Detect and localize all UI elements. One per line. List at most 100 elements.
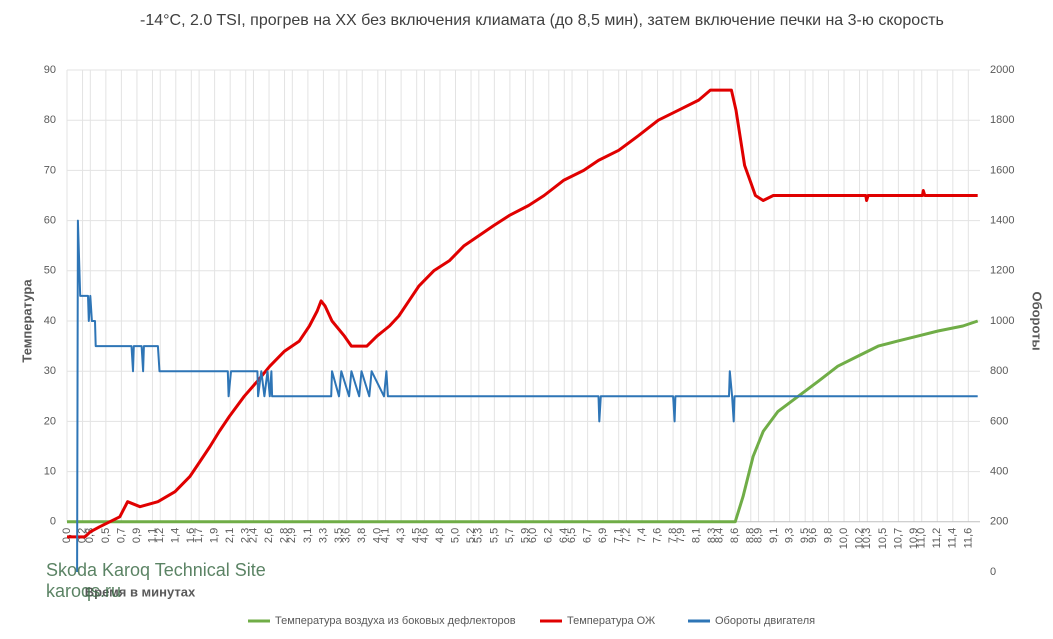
y-tick-label: 10 xyxy=(44,466,56,478)
x-tick-label: 1,7 xyxy=(193,528,205,543)
y-tick-label: 70 xyxy=(44,164,56,176)
x-tick-label: 8,4 xyxy=(714,528,726,543)
x-tick-label: 5,5 xyxy=(488,528,500,543)
x-tick-label: 8,9 xyxy=(752,528,764,543)
x-tick-label: 7,8 xyxy=(667,528,679,543)
x-tick-label: 9,5 xyxy=(799,528,811,543)
x-tick-label: 5,7 xyxy=(504,528,516,543)
y-tick-label: 40 xyxy=(44,315,56,327)
x-tick-label: 10,2 xyxy=(853,528,865,549)
chart-title: -14°C, 2.0 TSI, прогрев на ХХ без включе… xyxy=(140,12,944,29)
x-tick-label: 11,2 xyxy=(931,528,943,549)
x-tick-label: 4,6 xyxy=(418,528,430,543)
x-tick-label: 4,8 xyxy=(434,528,446,543)
x-tick-label: 6,5 xyxy=(566,528,578,543)
watermark: karoqs.ru xyxy=(46,581,121,601)
y-tick-label: 0 xyxy=(50,516,56,528)
y2-tick-label: 800 xyxy=(990,365,1008,377)
x-tick-label: 1,4 xyxy=(170,528,182,543)
x-tick-label: 2,3 xyxy=(240,528,252,543)
x-tick-label: 6,0 xyxy=(527,528,539,543)
x-tick-label: 9,3 xyxy=(784,528,796,543)
x-tick-label: 8,8 xyxy=(745,528,757,543)
x-tick-label: 2,4 xyxy=(247,528,259,543)
x-tick-label: 7,4 xyxy=(636,528,648,543)
y2-tick-label: 600 xyxy=(990,415,1008,427)
legend-label: Температура ОЖ xyxy=(567,615,655,627)
x-tick-label: 9,6 xyxy=(807,528,819,543)
x-tick-label: 0,5 xyxy=(100,528,112,543)
x-tick-label: 5,3 xyxy=(473,528,485,543)
x-tick-label: 2,8 xyxy=(278,528,290,543)
x-tick-label: 6,7 xyxy=(582,528,594,543)
x-tick-label: 6,9 xyxy=(597,528,609,543)
y2-tick-label: 1600 xyxy=(990,164,1014,176)
x-tick-label: 0,0 xyxy=(61,528,73,543)
series-line xyxy=(67,319,979,524)
x-tick-label: 7,2 xyxy=(620,528,632,543)
x-tick-label: 10,3 xyxy=(861,528,873,549)
x-tick-label: 11,4 xyxy=(947,528,959,549)
y2-tick-label: 400 xyxy=(990,466,1008,478)
series-line xyxy=(67,88,978,539)
x-tick-label: 5,2 xyxy=(465,528,477,543)
x-tick-label: 1,2 xyxy=(154,528,166,543)
y2-tick-label: 1400 xyxy=(990,215,1014,227)
y-tick-label: 80 xyxy=(44,114,56,126)
x-tick-label: 3,6 xyxy=(341,528,353,543)
x-tick-label: 7,9 xyxy=(675,528,687,543)
x-tick-label: 4,0 xyxy=(372,528,384,543)
x-tick-label: 2,9 xyxy=(286,528,298,543)
x-tick-label: 1,1 xyxy=(146,528,158,543)
y-tick-label: 50 xyxy=(44,265,56,277)
x-tick-label: 4,3 xyxy=(395,528,407,543)
y-axis-label: Температура xyxy=(19,279,34,363)
x-axis-label: Время в минутах xyxy=(85,584,196,599)
x-tick-label: 7,1 xyxy=(613,528,625,543)
y-tick-label: 60 xyxy=(44,215,56,227)
x-tick-label: 8,6 xyxy=(729,528,741,543)
x-tick-label: 7,6 xyxy=(651,528,663,543)
x-tick-label: 1,6 xyxy=(185,528,197,543)
x-tick-label: 3,1 xyxy=(302,528,314,543)
y-tick-label: 90 xyxy=(44,64,56,76)
x-tick-label: 0,9 xyxy=(131,528,143,543)
x-tick-label: 11,0 xyxy=(916,528,928,549)
watermark: Skoda Karoq Technical Site xyxy=(46,560,266,580)
x-tick-label: 5,0 xyxy=(449,528,461,543)
y2-tick-label: 1800 xyxy=(990,114,1014,126)
x-tick-label: 11,6 xyxy=(962,528,974,549)
y2-tick-label: 1000 xyxy=(990,315,1014,327)
y-tick-label: 20 xyxy=(44,415,56,427)
x-tick-label: 10,0 xyxy=(838,528,850,549)
y2-tick-label: 200 xyxy=(990,516,1008,528)
x-tick-label: 8,3 xyxy=(706,528,718,543)
x-tick-label: 1,9 xyxy=(209,528,221,543)
legend-label: Обороты двигателя xyxy=(715,615,815,627)
x-tick-label: 10,5 xyxy=(877,528,889,549)
x-tick-label: 10,7 xyxy=(892,528,904,549)
x-tick-label: 2,6 xyxy=(263,528,275,543)
x-tick-label: 5,9 xyxy=(519,528,531,543)
y2-tick-label: 0 xyxy=(990,566,996,578)
x-tick-label: 4,1 xyxy=(379,528,391,543)
x-tick-label: 6,4 xyxy=(558,528,570,543)
series-line xyxy=(76,219,978,573)
x-tick-label: 3,5 xyxy=(333,528,345,543)
x-tick-label: 6,2 xyxy=(543,528,555,543)
y-tick-label: 30 xyxy=(44,365,56,377)
legend-label: Температура воздуха из боковых дефлектор… xyxy=(275,615,516,627)
x-tick-label: 10,9 xyxy=(908,528,920,549)
x-tick-label: 3,3 xyxy=(317,528,329,543)
x-tick-label: 4,5 xyxy=(411,528,423,543)
x-tick-label: 9,8 xyxy=(822,528,834,543)
y2-tick-label: 1200 xyxy=(990,265,1014,277)
x-tick-label: 2,1 xyxy=(224,528,236,543)
y2-axis-label: Обороты xyxy=(1030,291,1045,350)
x-tick-label: 9,1 xyxy=(768,528,780,543)
x-tick-label: 0,7 xyxy=(115,528,127,543)
x-tick-label: 8,1 xyxy=(690,528,702,543)
y2-tick-label: 2000 xyxy=(990,64,1014,76)
